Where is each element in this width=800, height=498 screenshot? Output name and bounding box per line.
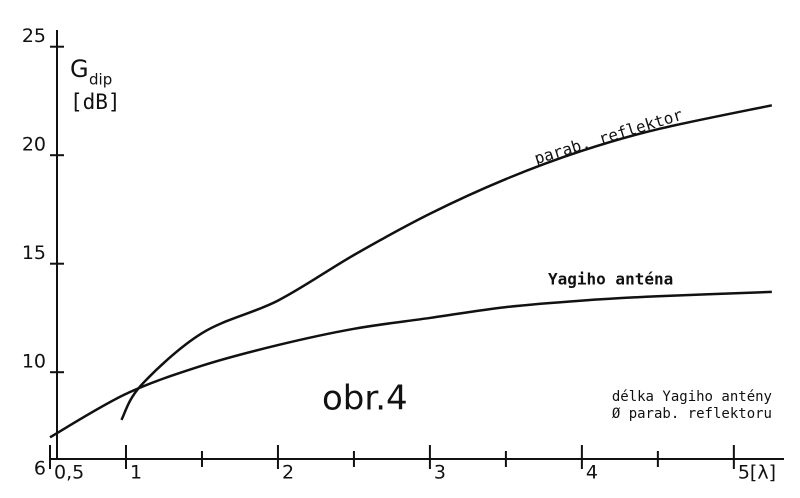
x-note: délka Yagiho antény [612, 389, 772, 405]
y-tick-label: 25 [22, 25, 46, 47]
x-tick-label: 2 [282, 462, 294, 484]
x-tick-label: 1 [130, 462, 142, 484]
series-label: Yagiho anténa [548, 270, 673, 289]
line [120, 104, 773, 421]
x-tick-label: 5[λ] [738, 462, 776, 484]
x-tick-label: 3 [434, 462, 446, 484]
y-tick-label: 20 [22, 134, 46, 156]
y-tick-label: 15 [22, 242, 46, 264]
y-tick-label: 10 [22, 351, 46, 373]
annotation: obr.4 [322, 379, 408, 419]
line [49, 290, 772, 439]
series-label: parab. reflektor [532, 105, 685, 168]
y-label: G [70, 55, 89, 83]
x-tick-label: 4 [586, 462, 598, 484]
y-label-sub: dip [89, 71, 112, 89]
y-unit: [dB] [70, 90, 121, 114]
y-tick-label: 6 [34, 458, 46, 480]
x-note: Ø parab. reflektoru [612, 406, 772, 422]
x-tick-label: 0,5 [54, 462, 84, 484]
